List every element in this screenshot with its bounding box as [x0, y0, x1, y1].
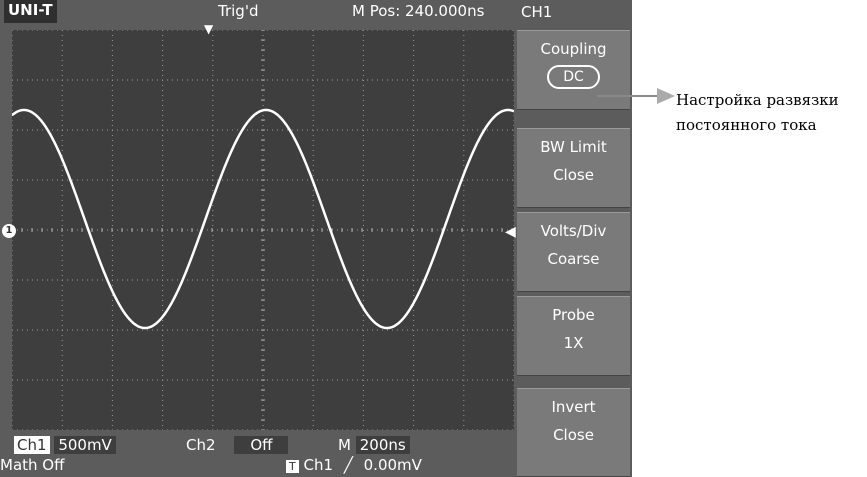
probe-menu-button[interactable]: Probe 1X: [517, 296, 630, 376]
waveform-svg: [12, 30, 514, 430]
invert-menu-button[interactable]: Invert Close: [517, 388, 630, 477]
bw-limit-menu-button[interactable]: BW Limit Close: [517, 128, 630, 208]
bw-limit-label: BW Limit: [540, 138, 607, 156]
annotation-arrow: [597, 88, 675, 104]
volts-div-menu-button[interactable]: Volts/Div Coarse: [517, 212, 630, 292]
ch1-tag: Ch1: [14, 436, 50, 454]
timebase-tag: M: [338, 436, 351, 454]
probe-label: Probe: [552, 306, 595, 324]
brand-label: UNI-T: [4, 0, 57, 23]
probe-value: 1X: [563, 334, 584, 352]
annotation-line2: постоянного тока: [676, 116, 817, 134]
bw-limit-value: Close: [553, 166, 594, 184]
coupling-value: DC: [547, 65, 600, 89]
trigger-icon: T: [286, 460, 299, 473]
ch1-scale-value: 500mV: [54, 436, 116, 454]
trigger-status: Trig'd: [218, 2, 259, 20]
ch1-waveform-trace: [12, 108, 514, 330]
waveform-grid: [12, 30, 514, 430]
ch2-tag: Ch2: [186, 436, 216, 454]
invert-label: Invert: [551, 398, 596, 416]
ch2-scale-readout: Ch2 Off: [186, 436, 289, 454]
rising-edge-icon: ╱: [343, 456, 353, 474]
m-pos-readout: M Pos: 240.000ns: [352, 2, 485, 20]
trigger-source: Ch1: [303, 456, 334, 474]
trigger-readout: T Ch1 ╱ 0.00mV: [286, 456, 422, 474]
trigger-level-marker: ◀: [505, 224, 516, 240]
timebase-value: 200ns: [355, 436, 410, 454]
ch1-scale-readout: Ch1 500mV: [14, 436, 116, 454]
timebase-readout: M 200ns: [338, 436, 410, 454]
math-readout: Math Off: [0, 456, 65, 474]
ch2-scale-value: Off: [234, 436, 289, 454]
trigger-level: 0.00mV: [363, 456, 422, 474]
invert-value: Close: [553, 426, 594, 444]
annotation-text: Настройка развязки постоянного тока: [676, 88, 839, 138]
top-status-bar: UNI-T Trig'd M Pos: 240.000ns: [0, 0, 632, 23]
volts-div-value: Coarse: [547, 250, 600, 268]
oscilloscope-screen: UNI-T Trig'd M Pos: 240.000ns CH1 ▼ 1 ◀ …: [0, 0, 632, 477]
volts-div-label: Volts/Div: [540, 222, 607, 240]
ch1-ground-marker: 1: [2, 224, 16, 238]
menu-title: CH1: [517, 0, 630, 30]
annotation-line1: Настройка развязки: [676, 91, 839, 109]
coupling-label: Coupling: [540, 40, 607, 58]
trigger-position-marker: ▼: [204, 22, 214, 36]
